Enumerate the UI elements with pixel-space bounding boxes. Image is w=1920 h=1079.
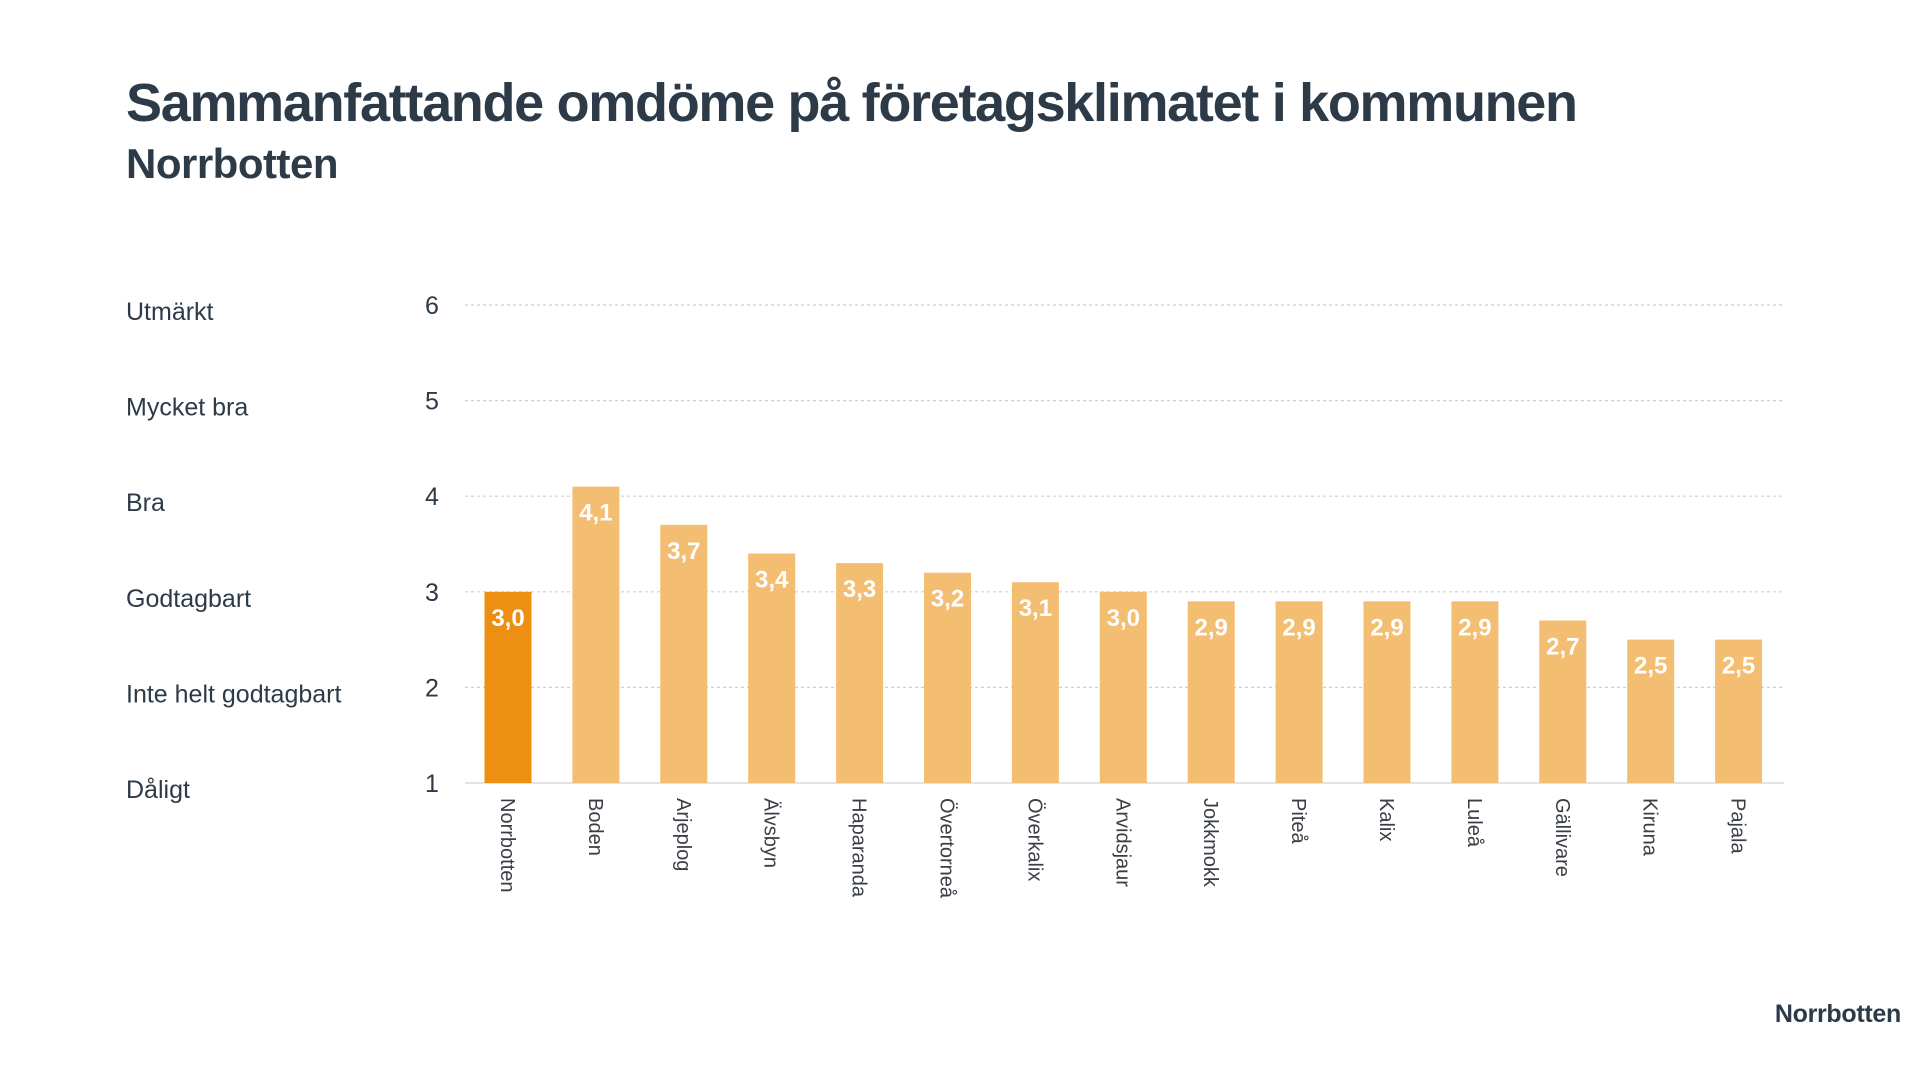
data-label: 2,5 xyxy=(1634,653,1667,680)
y-tick-label: 5 xyxy=(425,388,439,416)
footer-region-label: Norrbotten xyxy=(1774,1000,1901,1028)
chart-subtitle: Norrbotten xyxy=(126,140,338,187)
data-label: 2,5 xyxy=(1722,653,1755,680)
y-rating-label: Bra xyxy=(126,489,165,517)
x-category-label: Boden xyxy=(584,798,606,856)
data-label: 3,0 xyxy=(1107,605,1140,632)
bar-arvidsjaur xyxy=(1099,591,1147,783)
bar-luleå xyxy=(1451,601,1499,783)
y-rating-label: Utmärkt xyxy=(126,298,214,326)
bar-norrbotten xyxy=(484,591,532,783)
bar-älvsbyn xyxy=(748,553,796,783)
x-category-label: Norrbotten xyxy=(496,798,518,893)
y-rating-label: Dåligt xyxy=(126,776,190,804)
bar-pajala xyxy=(1715,639,1763,783)
x-category-label: Älvsbyn xyxy=(760,798,782,868)
data-label: 2,9 xyxy=(1370,614,1403,641)
y-tick-label: 2 xyxy=(425,674,439,702)
x-category-label: Gällivare xyxy=(1551,798,1573,877)
data-label: 2,7 xyxy=(1546,633,1579,660)
y-tick-label: 6 xyxy=(425,292,439,320)
y-rating-label: Inte helt godtagbart xyxy=(126,680,341,708)
x-category-label: Kalix xyxy=(1375,798,1397,841)
x-category-label: Kiruna xyxy=(1639,798,1661,857)
data-label: 3,1 xyxy=(1019,595,1052,622)
bar-gällivare xyxy=(1539,620,1587,783)
x-category-label: Piteå xyxy=(1287,798,1309,844)
y-tick-label: 1 xyxy=(425,770,439,798)
data-label: 3,4 xyxy=(755,567,789,594)
y-tick-label: 4 xyxy=(425,483,439,511)
data-label: 2,9 xyxy=(1458,614,1491,641)
chart-title: Sammanfattande omdöme på företagsklimate… xyxy=(126,73,1578,133)
x-category-label: Haparanda xyxy=(848,798,870,898)
bar-överkalix xyxy=(1011,582,1059,783)
x-category-label: Arvidsjaur xyxy=(1111,798,1133,887)
x-category-label: Arjeplog xyxy=(672,798,694,871)
bar-jokkmokk xyxy=(1187,601,1235,783)
x-category-label: Överkalix xyxy=(1023,798,1045,881)
data-label: 3,7 xyxy=(667,538,700,565)
data-label: 2,9 xyxy=(1282,614,1315,641)
bar-övertorneå xyxy=(924,572,971,783)
data-label: 4,1 xyxy=(579,500,612,527)
bar-arjeplog xyxy=(660,524,708,783)
y-rating-label: Godtagbart xyxy=(126,585,251,613)
data-label: 3,0 xyxy=(491,605,524,632)
x-category-label: Jokkmokk xyxy=(1199,798,1221,888)
bar-kalix xyxy=(1363,601,1411,783)
bar-haparanda xyxy=(836,563,884,783)
bar-boden xyxy=(572,486,620,783)
x-category-label: Övertorneå xyxy=(936,798,958,899)
x-category-label: Pajala xyxy=(1727,798,1749,854)
data-label: 3,2 xyxy=(931,586,964,613)
bar-kiruna xyxy=(1627,639,1675,783)
y-rating-label: Mycket bra xyxy=(126,394,248,422)
data-label: 2,9 xyxy=(1195,614,1228,641)
x-category-label: Luleå xyxy=(1463,798,1485,848)
data-label: 3,3 xyxy=(843,576,876,603)
bar-piteå xyxy=(1275,601,1323,783)
y-tick-label: 3 xyxy=(425,579,439,607)
